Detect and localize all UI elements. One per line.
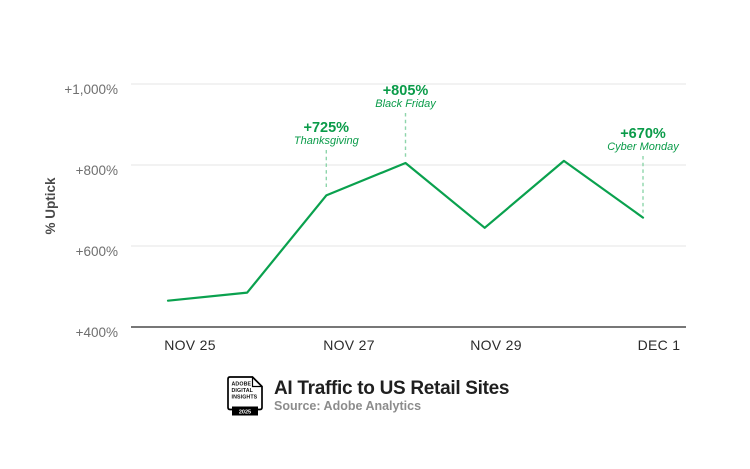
adobe-digital-insights-badge: ADOBE DIGITAL INSIGHTS 2025: [227, 376, 263, 416]
page-title: AI Traffic to US Retail Sites: [274, 378, 510, 399]
y-axis-title: % Uptick: [43, 177, 58, 235]
x-axis-tick-label: NOV 29: [470, 337, 522, 353]
badge-text-insights: INSIGHTS: [232, 395, 258, 401]
x-axis-tick-label: DEC 1: [638, 337, 681, 353]
annotation-event: Thanksgiving: [294, 135, 360, 147]
source-attribution: Source: Adobe Analytics: [274, 399, 422, 413]
badge-text-adobe: ADOBE: [232, 382, 252, 388]
badge-year: 2025: [239, 409, 251, 415]
x-axis-tick-label: NOV 25: [164, 337, 216, 353]
y-axis-tick-label: +800%: [76, 163, 118, 178]
annotation-event: Cyber Monday: [607, 141, 680, 153]
badge-fold-corner-icon: [251, 377, 262, 388]
y-axis-tick-label: +400%: [76, 325, 118, 340]
annotation-value: +670%: [620, 126, 666, 142]
traffic-line: [166, 159, 645, 302]
badge-outline: [227, 376, 263, 411]
x-axis-tick-label: NOV 27: [323, 337, 375, 353]
y-axis-tick-label: +600%: [76, 244, 118, 259]
annotation-event: Black Friday: [375, 98, 437, 110]
annotation-value: +805%: [383, 83, 429, 99]
badge-text-digital: DIGITAL: [232, 388, 254, 394]
badge-year-band: [232, 406, 258, 416]
annotation-value: +725%: [304, 120, 350, 136]
y-axis-tick-label: +1,000%: [64, 82, 118, 97]
